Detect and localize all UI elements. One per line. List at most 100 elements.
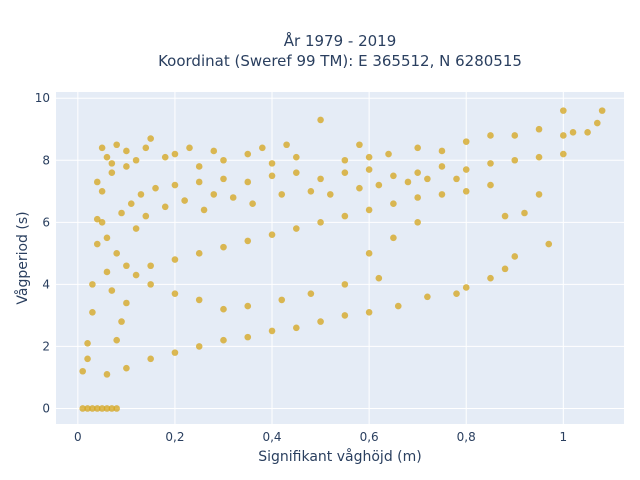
data-point	[244, 150, 252, 158]
data-point	[560, 150, 567, 158]
data-point	[501, 212, 509, 220]
x-tick-label: 0,6	[360, 430, 379, 444]
data-point	[293, 225, 300, 232]
data-point	[161, 203, 169, 211]
grid	[56, 92, 624, 424]
data-point	[147, 135, 154, 142]
data-point	[317, 318, 324, 325]
data-point	[186, 144, 193, 152]
data-point	[103, 268, 111, 276]
data-point	[404, 178, 412, 186]
plot-background	[56, 92, 624, 424]
data-point	[293, 153, 300, 161]
data-point	[210, 147, 218, 155]
x-tick-label: 1	[559, 430, 567, 444]
data-point	[244, 302, 252, 310]
data-point	[123, 163, 130, 170]
data-point	[84, 340, 91, 347]
data-point	[108, 287, 116, 294]
data-point	[307, 290, 315, 297]
data-point	[293, 169, 300, 176]
data-point	[259, 144, 266, 152]
data-point	[414, 169, 421, 176]
data-point	[195, 343, 203, 350]
data-point	[103, 371, 111, 378]
data-point	[113, 336, 120, 344]
data-point	[79, 405, 87, 412]
y-axis-label: Vågperiod (s)	[14, 211, 31, 304]
data-point	[147, 281, 154, 288]
data-point	[268, 160, 276, 167]
data-point	[220, 336, 227, 344]
data-point	[229, 194, 237, 201]
data-point	[118, 318, 125, 325]
data-point	[356, 141, 363, 149]
data-point	[511, 253, 519, 260]
data-point	[123, 147, 130, 155]
data-point	[487, 274, 494, 282]
data-point	[220, 156, 227, 164]
data-point	[438, 147, 446, 155]
data-point	[278, 191, 286, 198]
data-point	[365, 250, 373, 257]
data-point	[341, 156, 349, 164]
data-point	[375, 274, 383, 282]
data-point	[560, 107, 567, 114]
data-point	[462, 284, 470, 291]
data-point	[453, 290, 460, 297]
data-point	[220, 175, 227, 183]
data-point	[487, 181, 494, 189]
data-point	[171, 290, 179, 297]
data-point	[132, 225, 140, 232]
data-point	[414, 144, 421, 152]
data-point	[535, 125, 543, 133]
data-point	[132, 156, 140, 164]
x-tick-label: 0,4	[262, 430, 281, 444]
data-point	[453, 175, 460, 183]
data-point	[365, 206, 373, 214]
data-point	[93, 405, 101, 412]
data-point	[142, 144, 150, 152]
data-point	[79, 367, 87, 375]
data-point	[317, 116, 324, 124]
data-point	[341, 212, 349, 220]
data-point	[195, 296, 203, 304]
data-point	[385, 150, 392, 158]
data-point	[98, 187, 106, 195]
data-point	[584, 129, 591, 136]
data-point	[462, 138, 470, 145]
data-point	[171, 181, 179, 189]
data-point	[84, 405, 91, 412]
y-tick-label: 10	[35, 91, 50, 105]
data-point	[244, 178, 252, 186]
data-point	[181, 197, 188, 204]
data-point	[84, 355, 91, 363]
data-point	[89, 308, 96, 316]
y-tick-label: 8	[42, 153, 50, 167]
data-point	[93, 215, 101, 223]
data-point	[414, 194, 421, 201]
data-point	[593, 119, 601, 127]
x-axis-label: Signifikant våghöjd (m)	[258, 448, 421, 465]
data-point	[113, 405, 120, 412]
data-point	[424, 175, 431, 183]
chart-title-line1: År 1979 - 2019	[284, 31, 397, 50]
data-point	[123, 262, 130, 270]
data-point	[220, 243, 227, 251]
data-point	[511, 156, 519, 164]
data-point	[438, 191, 446, 198]
y-tick-label: 2	[42, 339, 50, 353]
data-point	[89, 281, 96, 288]
data-point	[501, 265, 509, 273]
data-point	[108, 405, 116, 412]
data-point	[487, 132, 494, 139]
data-point	[487, 160, 494, 167]
data-point	[113, 141, 120, 149]
data-point	[210, 191, 218, 198]
y-tick-label: 0	[42, 401, 50, 415]
data-point	[98, 144, 106, 152]
data-point	[244, 333, 252, 341]
data-point	[317, 175, 324, 183]
data-point	[307, 187, 315, 195]
